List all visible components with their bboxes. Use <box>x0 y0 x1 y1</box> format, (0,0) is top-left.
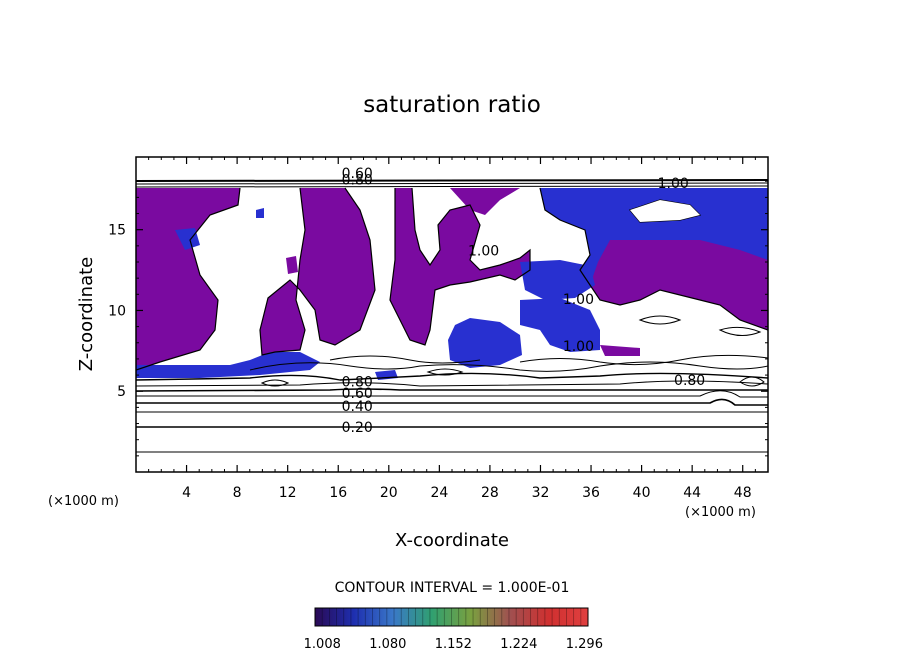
contour-labels: 0.200.400.600.80 0.800.600.801.001.001.00… <box>342 166 706 436</box>
outline-right <box>539 187 768 331</box>
x-tick-label-3: 16 <box>329 485 347 501</box>
fill-region-small-d <box>256 208 264 218</box>
fill-region-small-a <box>175 228 200 250</box>
x-tick-label-6: 28 <box>481 485 499 501</box>
contour-lines <box>136 179 768 453</box>
contour-label-2: 0.60 <box>342 386 373 402</box>
fill-region-blob-c <box>520 260 595 300</box>
x-unit-label-left: (×1000 m) <box>48 494 119 509</box>
fill-region-blob-b <box>520 298 600 352</box>
y-tick-label-0: 5 <box>117 384 126 400</box>
x-axis-label: X-coordinate <box>395 530 509 551</box>
contour-line-090-c <box>519 354 768 366</box>
fill-region-left <box>136 188 240 370</box>
contour-line-060 <box>136 388 768 392</box>
outline-left <box>136 187 241 371</box>
x-tick-label-0: 4 <box>182 485 191 501</box>
x-tick-label-1: 8 <box>233 485 242 501</box>
fill-region-small-c <box>286 256 298 274</box>
colorbar-tick-label-3: 1.224 <box>500 637 537 652</box>
contour-line-loop-b <box>260 379 290 387</box>
contour-line-loop-a <box>426 368 464 376</box>
contour-label-10: 1.00 <box>563 339 594 355</box>
contour-label-7: 1.00 <box>468 244 499 260</box>
contour-line-090-a <box>249 361 768 372</box>
colorbar-ticks: 1.008 1.080 1.152 1.224 1.296 <box>304 608 603 652</box>
x-unit-label-right: (×1000 m) <box>685 505 756 520</box>
fill-region-lower-left <box>136 352 320 378</box>
white-hole-right <box>630 200 700 222</box>
x-tick-label-11: 48 <box>734 485 752 501</box>
x-tick-label-9: 40 <box>633 485 651 501</box>
x-tick-label-7: 32 <box>532 485 550 501</box>
x-tick-label-4: 20 <box>380 485 398 501</box>
contour-interval-label: CONTOUR INTERVAL = 1.000E-01 <box>335 580 570 596</box>
x-tick-label-8: 36 <box>582 485 600 501</box>
contour-line-loop-c <box>638 315 682 325</box>
contour-line-040 <box>136 398 768 406</box>
colorbar-tick-label-1: 1.080 <box>369 637 406 652</box>
contour-line-loop-e <box>739 376 765 387</box>
y-axis-label: Z-coordinate <box>76 257 97 372</box>
contour-label-9: 1.00 <box>563 292 594 308</box>
contour-label-8: 1.00 <box>658 176 689 192</box>
fill-region-blob-a <box>448 318 522 368</box>
contour-line-top-b <box>136 182 768 185</box>
colorbar-tick-label-2: 1.152 <box>435 637 472 652</box>
contour-line-top-c <box>136 185 768 188</box>
contour-line-090-b <box>329 355 481 364</box>
fill-region-center <box>260 188 375 355</box>
fill-region-right-purple <box>590 240 768 330</box>
fill-region-top-right <box>450 188 520 215</box>
y-tick-label-2: 15 <box>108 223 126 239</box>
colorbar <box>314 607 589 627</box>
x-tick-label-10: 44 <box>683 485 701 501</box>
contour-line-loop-d <box>718 326 762 336</box>
contour-line-070 <box>136 380 768 387</box>
outline-center-right <box>389 187 531 346</box>
outline-center <box>259 187 376 356</box>
contour-label-3: 0.80 <box>342 375 373 391</box>
x-axis-ticks: 4 8 12 16 20 24 28 32 36 40 44 48 <box>148 157 756 501</box>
fill-region-blob-d <box>600 345 640 356</box>
contour-line-top-a <box>136 179 768 182</box>
contour-label-1: 0.40 <box>342 399 373 415</box>
y-tick-label-1: 10 <box>108 303 126 319</box>
contour-label-6: 0.80 <box>342 173 373 189</box>
contour-label-0: 0.20 <box>342 420 373 436</box>
contour-label-5: 0.60 <box>342 166 373 182</box>
chart-title: saturation ratio <box>363 92 541 118</box>
colorbar-tick-label-4: 1.296 <box>566 637 603 652</box>
contour-label-4: 0.80 <box>674 373 705 389</box>
colorbar-tick-label-0: 1.008 <box>304 637 341 652</box>
x-tick-label-5: 24 <box>430 485 448 501</box>
x-tick-label-2: 12 <box>279 485 297 501</box>
fill-region-center-right <box>390 188 530 345</box>
contour-line-050 <box>136 390 768 398</box>
contour-line-080 <box>136 372 768 381</box>
y-axis-ticks: 5 10 15 <box>108 180 768 457</box>
